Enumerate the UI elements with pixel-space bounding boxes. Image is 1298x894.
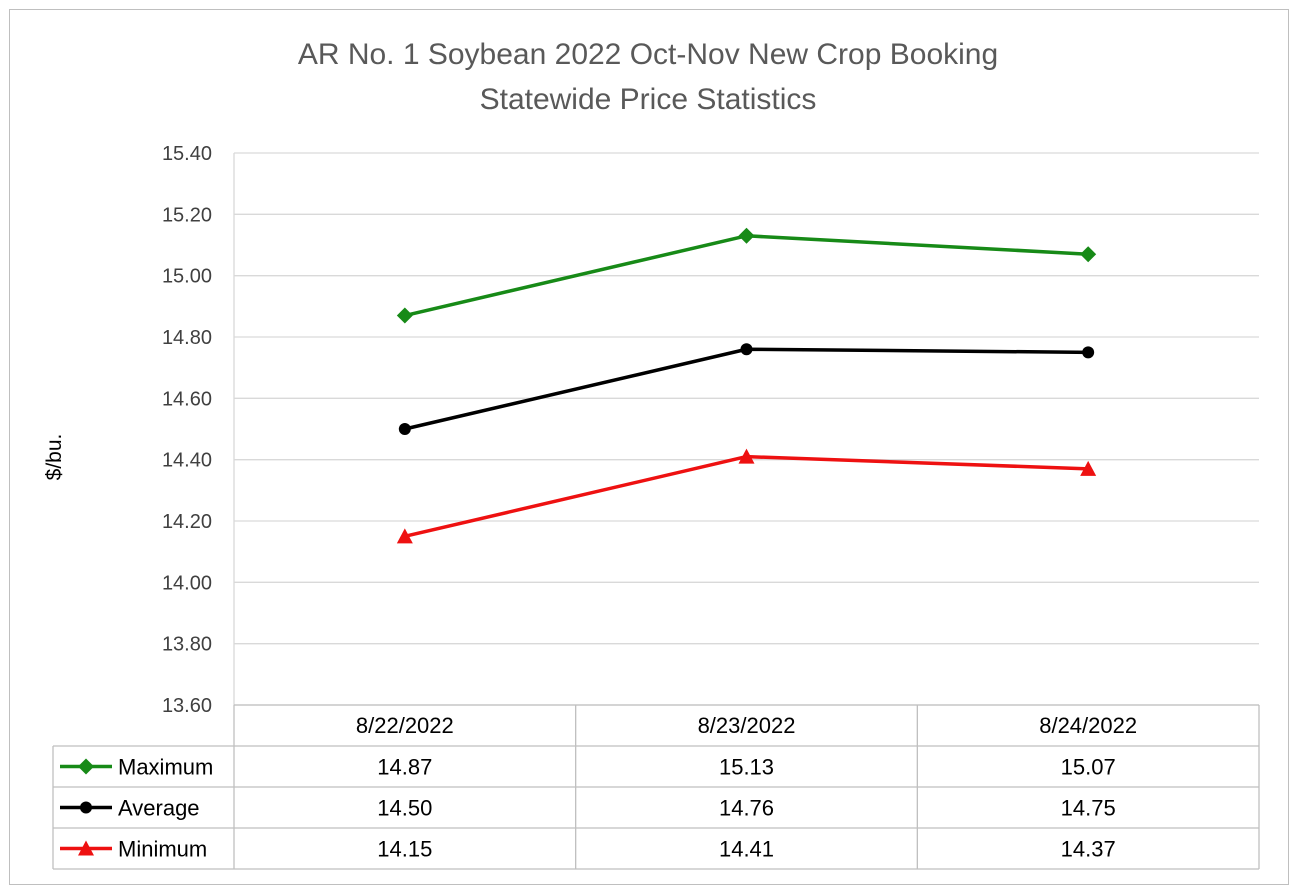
legend-label-minimum: Minimum	[118, 837, 207, 862]
table-cell-average: 14.50	[377, 796, 432, 821]
table-cell-maximum: 15.07	[1061, 755, 1116, 780]
legend-marker-minimum	[78, 840, 94, 856]
legend-label-maximum: Maximum	[118, 755, 213, 780]
chart-title: AR No. 1 Soybean 2022 Oct-Nov New Crop B…	[298, 38, 998, 116]
y-tick-label: 14.20	[162, 511, 212, 533]
table-cell-average: 14.75	[1061, 796, 1116, 821]
data-point-minimum	[1080, 460, 1097, 476]
chart-title-line-2: Statewide Price Statistics	[480, 83, 817, 116]
legend-average: Average	[60, 796, 200, 821]
data-point-minimum	[396, 528, 413, 544]
x-category-label: 8/24/2022	[1039, 713, 1137, 738]
table-cell-minimum: 14.41	[719, 837, 774, 862]
y-tick-label: 14.40	[162, 450, 212, 472]
series-lines	[396, 227, 1097, 544]
series-average	[398, 343, 1095, 435]
table-cell-minimum: 14.37	[1061, 837, 1116, 862]
data-point-average	[740, 343, 753, 356]
y-tick-label: 13.60	[162, 695, 212, 717]
x-category-label: 8/22/2022	[356, 713, 454, 738]
data-point-maximum	[1080, 246, 1097, 263]
series-line-minimum	[404, 454, 1089, 539]
data-point-minimum	[738, 448, 755, 464]
table-cell-minimum: 14.15	[377, 837, 432, 862]
series-maximum	[396, 227, 1097, 324]
y-tick-label: 15.00	[162, 266, 212, 288]
table-cell-maximum: 15.13	[719, 755, 774, 780]
legend-maximum: Maximum	[60, 755, 213, 780]
table-cell-maximum: 14.87	[377, 755, 432, 780]
y-tick-label: 15.20	[162, 204, 212, 226]
chart-frame	[9, 9, 1289, 885]
y-tick-label: 14.80	[162, 327, 212, 349]
series-line-average	[404, 347, 1089, 431]
legend-label-average: Average	[118, 796, 200, 821]
x-category-label: 8/23/2022	[698, 713, 796, 738]
y-tick-label: 14.60	[162, 388, 212, 410]
y-tick-label: 14.00	[162, 572, 212, 594]
legend-minimum: Minimum	[60, 837, 207, 862]
data-point-maximum	[396, 307, 413, 324]
legend-marker-maximum	[78, 758, 94, 775]
y-axis-label: $/bu.	[43, 434, 66, 481]
data-point-average	[1082, 346, 1095, 359]
data-point-average	[398, 423, 411, 435]
series-minimum	[396, 448, 1097, 544]
y-axis-ticks: 15.40 15.20 15.00 14.80 14.60 14.40 14.20 14.00…	[162, 143, 212, 717]
chart-title-line-1: AR No. 1 Soybean 2022 Oct-Nov New Crop B…	[298, 38, 998, 71]
data-point-maximum	[738, 227, 755, 244]
table-cell-average: 14.76	[719, 796, 774, 821]
data-table: 8/22/2022 8/23/2022 8/24/2022 Maximum 14.87 1…	[52, 704, 1260, 870]
y-tick-label: 13.80	[162, 634, 212, 656]
y-tick-label: 15.40	[162, 143, 212, 165]
legend-marker-average	[80, 801, 92, 814]
